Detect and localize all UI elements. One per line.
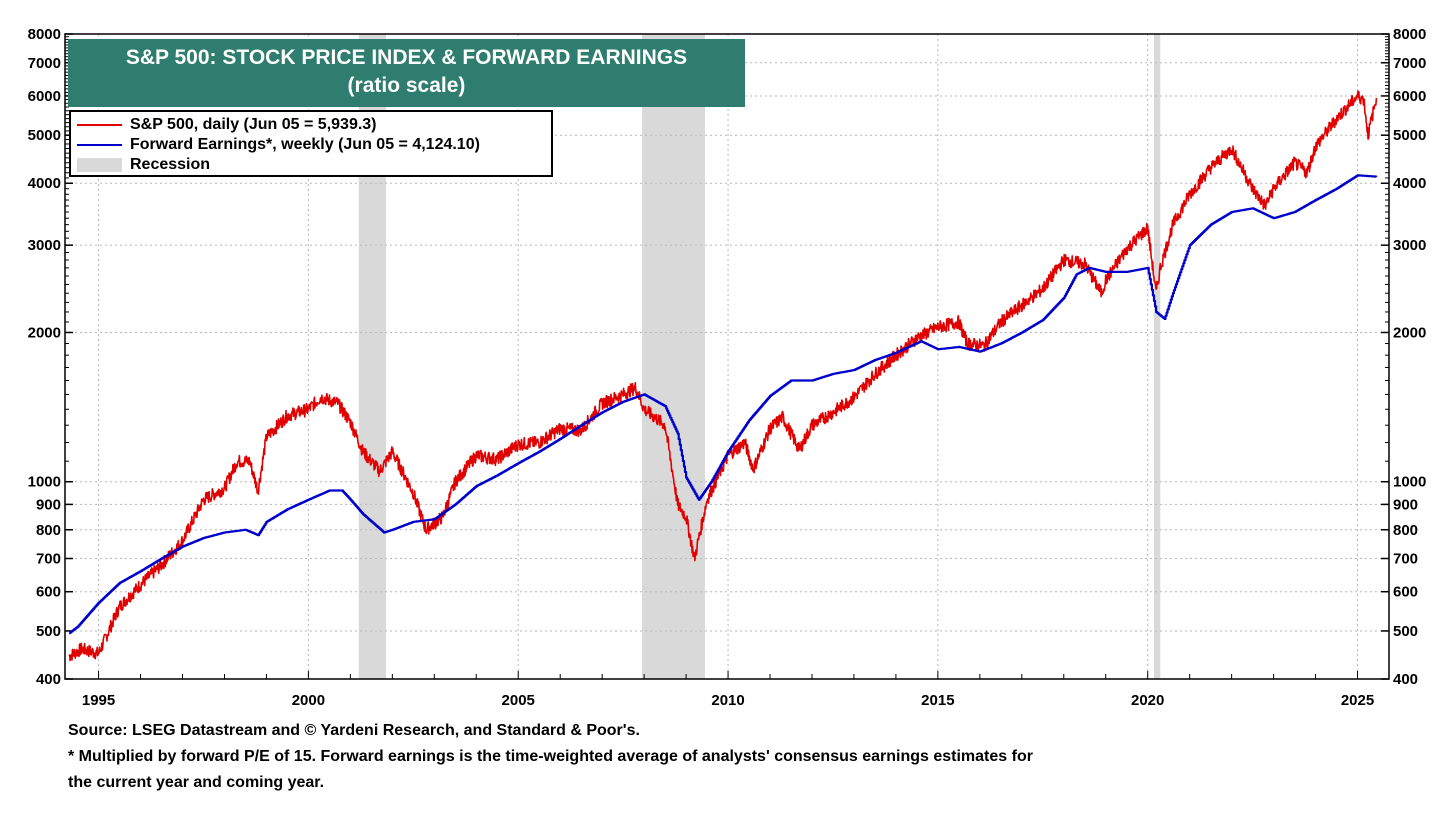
legend-swatch-sp500 (77, 124, 122, 126)
y-tick-label-right: 5000 (1393, 127, 1426, 144)
x-tick-label: 2010 (711, 692, 744, 709)
chart-title: S&P 500: STOCK PRICE INDEX & FORWARD EAR… (125, 46, 688, 69)
x-tick-label: 2025 (1341, 692, 1374, 709)
y-tick-label-right: 7000 (1393, 55, 1426, 72)
legend-swatch-earnings (77, 144, 122, 146)
y-tick-label-right: 4000 (1393, 175, 1426, 192)
x-tick-label: 2000 (292, 692, 325, 709)
y-tick-label-right: 400 (1393, 671, 1418, 688)
y-tick-label-right: 6000 (1393, 88, 1426, 105)
legend-label-sp500: S&P 500, daily (Jun 05 = 5,939.3) (130, 116, 377, 133)
footnote-line-2: the current year and coming year. (68, 774, 325, 791)
series-lines (68, 90, 1378, 662)
x-tick-label: 2005 (502, 692, 535, 709)
chart-subtitle: (ratio scale) (347, 74, 466, 97)
y-tick-label-left: 8000 (28, 26, 61, 43)
y-tick-label-left: 7000 (28, 55, 61, 72)
y-tick-label-left: 400 (36, 671, 61, 688)
x-tick-label: 1995 (82, 692, 115, 709)
y-tick-label-right: 2000 (1393, 324, 1426, 341)
y-tick-label-left: 900 (36, 496, 61, 513)
sp500-line (68, 90, 1378, 662)
axis-ticks: 400 400 500 500 600 600 700 700 800 800 900 900 1000… (28, 26, 1427, 709)
y-tick-label-left: 3000 (28, 237, 61, 254)
recession-band-2 (642, 34, 705, 679)
y-tick-label-left: 700 (36, 551, 61, 568)
y-tick-label-right: 600 (1393, 584, 1418, 601)
legend: S&P 500, daily (Jun 05 = 5,939.3) Forwar… (69, 110, 553, 177)
legend-item-earnings: Forward Earnings*, weekly (Jun 05 = 4,12… (77, 135, 480, 155)
y-tick-label-right: 500 (1393, 623, 1418, 640)
y-tick-label-right: 3000 (1393, 237, 1426, 254)
recession-band-3 (1153, 34, 1161, 679)
y-tick-label-left: 500 (36, 623, 61, 640)
footnote-line-1: * Multiplied by forward P/E of 15. Forwa… (68, 748, 1033, 765)
y-tick-label-right: 800 (1393, 522, 1418, 539)
y-tick-label-left: 2000 (28, 324, 61, 341)
y-tick-label-right: 900 (1393, 496, 1418, 513)
x-tick-label: 2020 (1131, 692, 1164, 709)
y-tick-label-left: 800 (36, 522, 61, 539)
x-tick-label: 2015 (921, 692, 954, 709)
y-tick-label-left: 600 (36, 584, 61, 601)
y-tick-label-right: 700 (1393, 551, 1418, 568)
y-tick-label-left: 1000 (28, 474, 61, 491)
source-note: Source: LSEG Datastream and © Yardeni Re… (68, 722, 640, 739)
legend-label-earnings: Forward Earnings*, weekly (Jun 05 = 4,12… (130, 136, 480, 153)
chart-title-box: S&P 500: STOCK PRICE INDEX & FORWARD EAR… (68, 39, 745, 107)
y-tick-label-left: 6000 (28, 88, 61, 105)
legend-swatch-recession (77, 158, 122, 172)
footer-notes: Source: LSEG Datastream and © Yardeni Re… (68, 718, 1268, 796)
forward-earnings-line (69, 174, 1378, 635)
y-tick-label-right: 1000 (1393, 474, 1426, 491)
legend-item-sp500: S&P 500, daily (Jun 05 = 5,939.3) (77, 115, 377, 135)
legend-label-recession: Recession (130, 156, 211, 173)
plot-frame (64, 33, 1390, 680)
y-tick-label-left: 4000 (28, 175, 61, 192)
y-tick-label-left: 5000 (28, 127, 61, 144)
y-tick-label-right: 8000 (1393, 26, 1426, 43)
legend-item-recession: Recession (77, 155, 210, 175)
